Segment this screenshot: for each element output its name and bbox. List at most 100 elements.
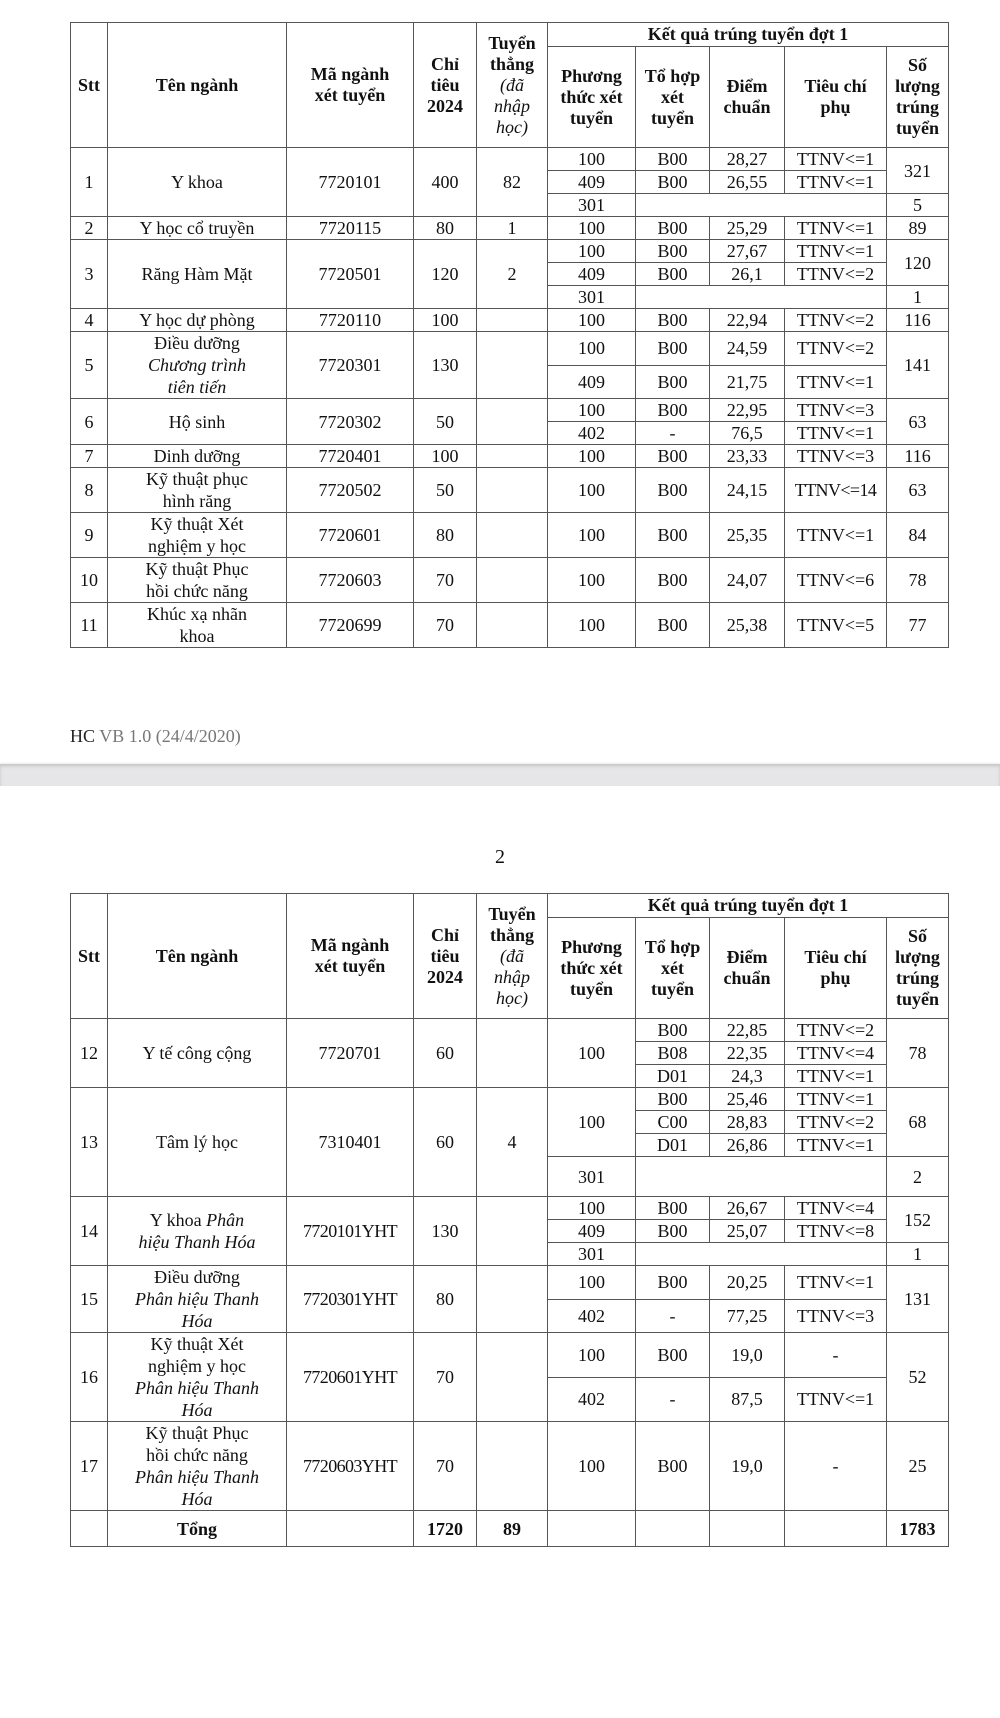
cell-stt: 4 (70, 308, 108, 332)
table-row: 9 Kỹ thuật Xét nghiệm y học 7720601 80 100 B00… (70, 512, 950, 558)
cell-combo: B00 (635, 467, 710, 513)
cell-quota: 70 (413, 1421, 477, 1511)
major-name-part: Hóa (181, 1400, 213, 1420)
cell-combo: B00 (635, 602, 710, 648)
cell-stt: 1 (70, 147, 108, 217)
cell-criteria: TTNV<=2 (784, 1018, 887, 1042)
cell-criteria: TTNV<=1 (784, 421, 887, 445)
table-row: D01 26,86 TTNV<=1 (71, 1133, 949, 1157)
cell-code: 7720302 (286, 398, 414, 445)
major-name-part: Y khoa (171, 172, 223, 192)
table-header: Stt Tên ngành Mã ngành xét tuyển Chỉ tiêu 2024… (70, 893, 950, 1019)
cell-empty-merged (635, 1242, 887, 1266)
cell-score: 26,1 (709, 262, 785, 286)
cell-empty-merged (635, 1156, 887, 1197)
major-name-part: Phân hiệu Thanh (135, 1289, 259, 1309)
major-name-part: Y học dự phòng (139, 310, 255, 330)
table-row: 17 Kỹ thuật Phục hồi chức năng Phân hiệu Th… (70, 1421, 950, 1511)
cell-criteria: TTNV<=1 (784, 239, 887, 263)
header-italic-text: nhập (494, 966, 530, 987)
cell-code: 7720101YHT (286, 1196, 414, 1266)
cell-count: 78 (885, 1018, 950, 1088)
page-number: 2 (495, 846, 505, 868)
cell-quota: 100 (413, 308, 477, 332)
cell-direct: 2 (476, 239, 548, 309)
cell-score: 21,75 (709, 364, 785, 399)
cell-score: 77,25 (709, 1298, 785, 1333)
cell-code: 7720101 (286, 147, 414, 217)
cell-score: 19,0 (709, 1332, 785, 1378)
cell-direct (476, 467, 548, 513)
cell-combo: B00 (635, 147, 710, 171)
cell-criteria: TTNV<=1 (784, 1133, 887, 1157)
cell-quota: 60 (413, 1087, 477, 1197)
cell-criteria (784, 1510, 887, 1547)
cell-major-name: Y tế công cộng (107, 1018, 287, 1088)
total-label: Tổng (107, 1510, 287, 1547)
major-name-part: khoa (179, 626, 215, 646)
major-name-part: Y học cổ truyền (139, 218, 255, 238)
major-name-part: tiên tiến (167, 377, 227, 397)
header-criteria: Tiêu chí phụ (784, 46, 887, 148)
header-score: Điểm chuẩn (709, 917, 785, 1019)
cell-stt: 3 (70, 239, 108, 309)
header-count: Số lượng trúng tuyển (885, 46, 950, 148)
cell-major-name: Kỹ thuật Phục hồi chức năng (107, 557, 287, 603)
cell-major-name: Khúc xạ nhãn khoa (107, 602, 287, 648)
cell-empty-merged (635, 285, 887, 309)
major-name-part: Phân hiệu Thanh (135, 1467, 259, 1487)
cell-direct (476, 557, 548, 603)
cell-combo: B00 (635, 1219, 710, 1243)
cell-score: 25,38 (709, 602, 785, 648)
cell-direct (476, 602, 548, 648)
cell-score: 24,59 (709, 331, 785, 366)
cell-combo: B00 (635, 364, 710, 399)
header-name: Tên ngành (107, 22, 287, 148)
cell-stt: 6 (70, 398, 108, 445)
table-row: 402-77,25 TTNV<=3 (71, 1298, 949, 1333)
cell-quota: 130 (413, 331, 477, 399)
table-row: 11 Khúc xạ nhãn khoa 7720699 70 100 B00 25,38 TT… (70, 602, 950, 648)
cell-code: 7310401 (286, 1087, 414, 1197)
cell-method: 100 (547, 398, 636, 422)
total-direct: 89 (476, 1510, 548, 1547)
major-name-part: hiệu Thanh Hóa (138, 1232, 256, 1252)
table-row: B08 22,35 TTNV<=4 (71, 1041, 949, 1065)
cell-stt: 15 (70, 1265, 108, 1333)
cell-combo: B00 (635, 512, 710, 558)
table-row: D01 24,3 TTNV<=1 (71, 1064, 949, 1088)
cell-combo: B00 (635, 1018, 710, 1042)
table-row: 13 Tâm lý học 7310401 60 4 100 B00 25,46 TTNV<=1… (70, 1087, 950, 1197)
cell-count: 152 (885, 1196, 950, 1243)
major-name-part: Phân (206, 1210, 245, 1230)
cell-criteria: TTNV<=1 (784, 1087, 887, 1111)
table-row: 6 Hộ sinh 7720302 50 100 B00 22,95 TTNV<=3 63 (70, 398, 950, 445)
cell-combo: B00 (635, 1087, 710, 1111)
cell-code: 7720601 (286, 512, 414, 558)
header-row: Phương thức xét tuyển Tổ hợp xét tuyển Điểm chu… (71, 917, 950, 1019)
major-name-part: nghiệm y học (148, 1356, 246, 1376)
major-name-part: Phân hiệu Thanh (135, 1378, 259, 1398)
cell-count: 321 (885, 147, 950, 194)
cell-code: 7720301YHT (286, 1265, 414, 1333)
cell-combo: C00 (635, 1110, 710, 1134)
cell-direct: 4 (476, 1087, 548, 1197)
table-row: 409 B00 26,55 TTNV<=1 (71, 170, 949, 194)
major-name-part: Dinh dưỡng (153, 446, 241, 466)
header-quota: Chỉ tiêu 2024 (413, 22, 477, 148)
cell-count: 5 (885, 193, 950, 217)
cell-score: 25,35 (709, 512, 785, 558)
table-row: 7 Dinh dưỡng 7720401 100 100 B00 23,33 TTNV<=3 1… (70, 444, 950, 468)
header-stt: Stt (70, 893, 108, 1019)
table-row: 409 B00 26,1 TTNV<=2 (71, 262, 949, 286)
table-row: 10 Kỹ thuật Phục hồi chức năng 7720603 70 100… (70, 557, 950, 603)
cell-criteria: TTNV<=1 (784, 1064, 887, 1088)
cell-score: 26,55 (709, 170, 785, 194)
cell-combo: B00 (635, 262, 710, 286)
cell-count: 52 (885, 1332, 950, 1422)
table-row: 2 Y học cổ truyền 7720115 80 1 100 B00 25,29 TTN… (70, 216, 950, 240)
header-result-group: Kết quả trúng tuyển đợt 1 (546, 22, 950, 47)
major-name-part: Kỹ thuật Phục (145, 1423, 249, 1443)
cell-direct (476, 308, 548, 332)
